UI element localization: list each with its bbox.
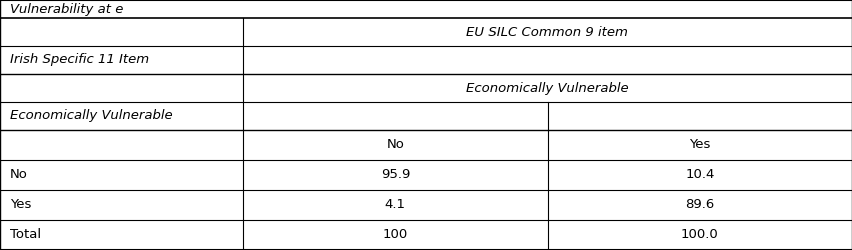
Text: Vulnerability at e: Vulnerability at e bbox=[10, 2, 124, 16]
Text: Yes: Yes bbox=[689, 138, 711, 151]
Text: 100.0: 100.0 bbox=[681, 228, 719, 241]
Text: 100: 100 bbox=[383, 228, 408, 241]
Text: No: No bbox=[10, 168, 28, 181]
Text: Economically Vulnerable: Economically Vulnerable bbox=[10, 110, 173, 122]
Text: 4.1: 4.1 bbox=[385, 198, 406, 211]
Text: Total: Total bbox=[10, 228, 42, 241]
Text: 10.4: 10.4 bbox=[685, 168, 715, 181]
Text: 95.9: 95.9 bbox=[381, 168, 410, 181]
Text: Irish Specific 11 Item: Irish Specific 11 Item bbox=[10, 54, 149, 66]
Text: 89.6: 89.6 bbox=[685, 198, 715, 211]
Text: No: No bbox=[387, 138, 404, 151]
Text: EU SILC Common 9 item: EU SILC Common 9 item bbox=[467, 26, 628, 38]
Text: Yes: Yes bbox=[10, 198, 32, 211]
Text: Economically Vulnerable: Economically Vulnerable bbox=[466, 82, 629, 94]
